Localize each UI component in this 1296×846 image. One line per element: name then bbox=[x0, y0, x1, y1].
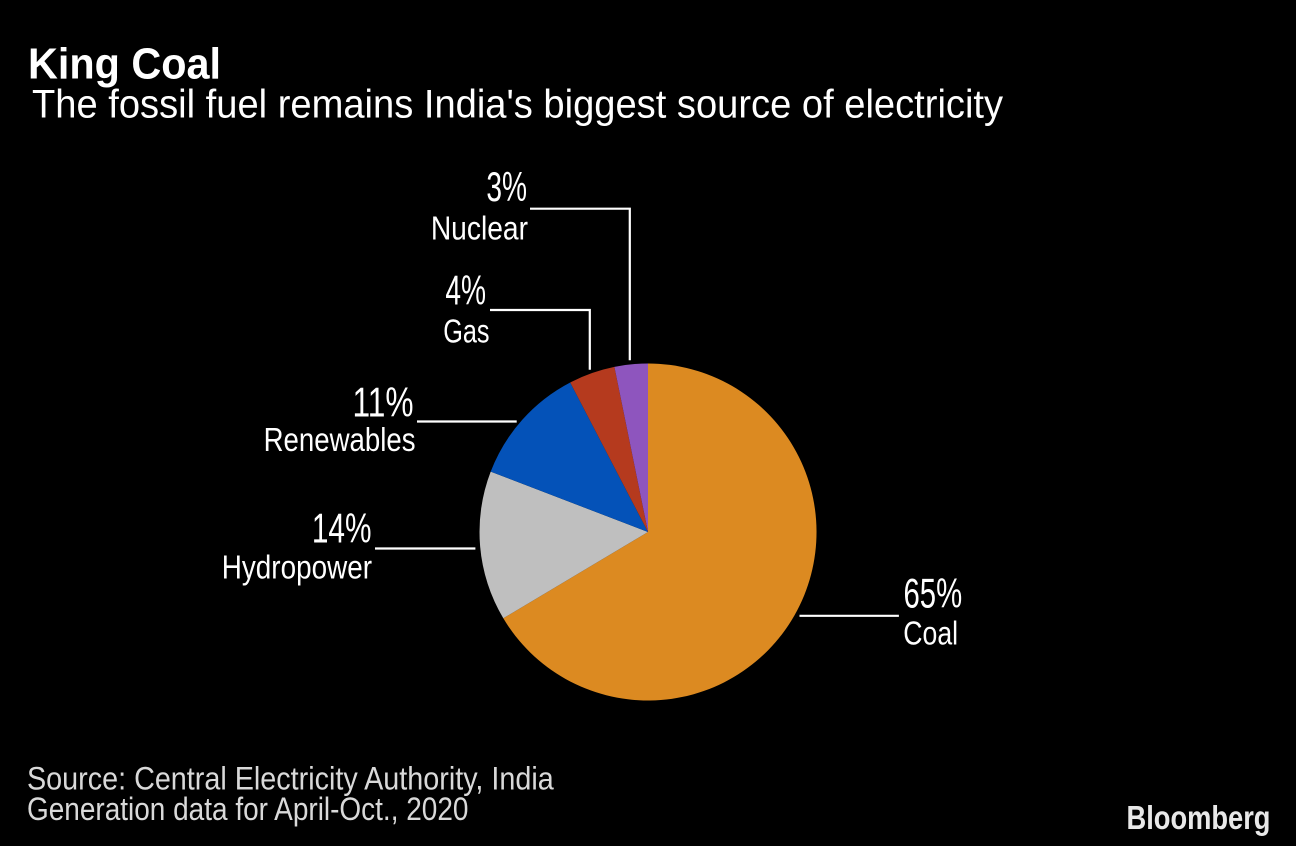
svg-text:Hydropower: Hydropower bbox=[222, 549, 372, 586]
svg-text:11%: 11% bbox=[352, 378, 413, 425]
svg-text:Nuclear: Nuclear bbox=[431, 209, 528, 247]
svg-text:Generation data for April-Oct.: Generation data for April-Oct., 2020 bbox=[27, 792, 468, 827]
svg-text:Gas: Gas bbox=[443, 313, 489, 350]
svg-text:The fossil fuel remains India': The fossil fuel remains India's biggest … bbox=[32, 83, 1004, 127]
svg-text:Bloomberg: Bloomberg bbox=[1127, 801, 1271, 837]
svg-text:Coal: Coal bbox=[903, 616, 958, 652]
svg-text:Renewables: Renewables bbox=[264, 422, 416, 459]
svg-text:14%: 14% bbox=[312, 504, 372, 551]
svg-text:King Coal: King Coal bbox=[28, 39, 221, 88]
svg-text:4%: 4% bbox=[445, 267, 486, 314]
svg-text:Source: Central Electricity Au: Source: Central Electricity Authority, I… bbox=[27, 761, 554, 797]
svg-text:65%: 65% bbox=[904, 569, 963, 617]
svg-text:3%: 3% bbox=[486, 163, 527, 210]
